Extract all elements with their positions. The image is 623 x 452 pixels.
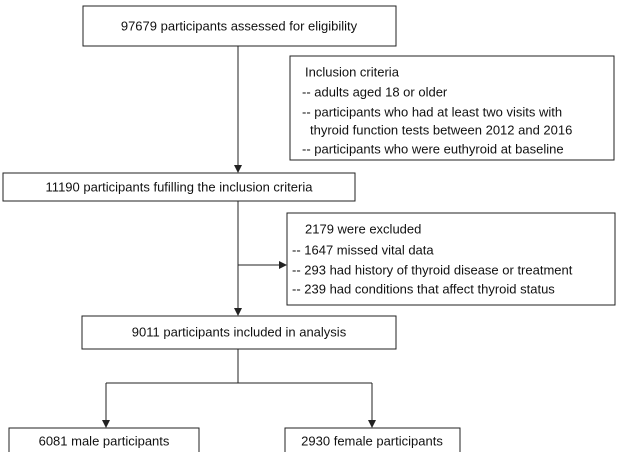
criterion: -- participants who had at least two vis… (302, 104, 562, 119)
box-label: 6081 male participants (39, 433, 170, 448)
box-label: 2179 were excluded (305, 221, 421, 236)
box (284, 427, 461, 452)
criterion: -- adults aged 18 or older (302, 84, 448, 99)
exclusion: -- 293 had history of thyroid disease or… (292, 262, 573, 277)
box-label: 2930 female participants (301, 433, 443, 448)
box (289, 55, 615, 161)
box-label: Inclusion criteria (305, 64, 400, 79)
box (8, 427, 200, 452)
box (81, 315, 397, 350)
box-label: 9011 participants included in analysis (132, 324, 347, 339)
box (2, 172, 356, 202)
criterion: thyroid function tests between 2012 and … (310, 122, 572, 137)
exclusion: -- 239 had conditions that affect thyroi… (292, 281, 555, 296)
exclusion: -- 1647 missed vital data (292, 242, 434, 257)
box (286, 212, 616, 306)
box-label: 11190 participants fufilling the inclusi… (46, 179, 314, 194)
criterion: -- participants who were euthyroid at ba… (302, 141, 564, 156)
box-label: 97679 participants assessed for eligibil… (121, 18, 358, 33)
box (82, 5, 397, 47)
